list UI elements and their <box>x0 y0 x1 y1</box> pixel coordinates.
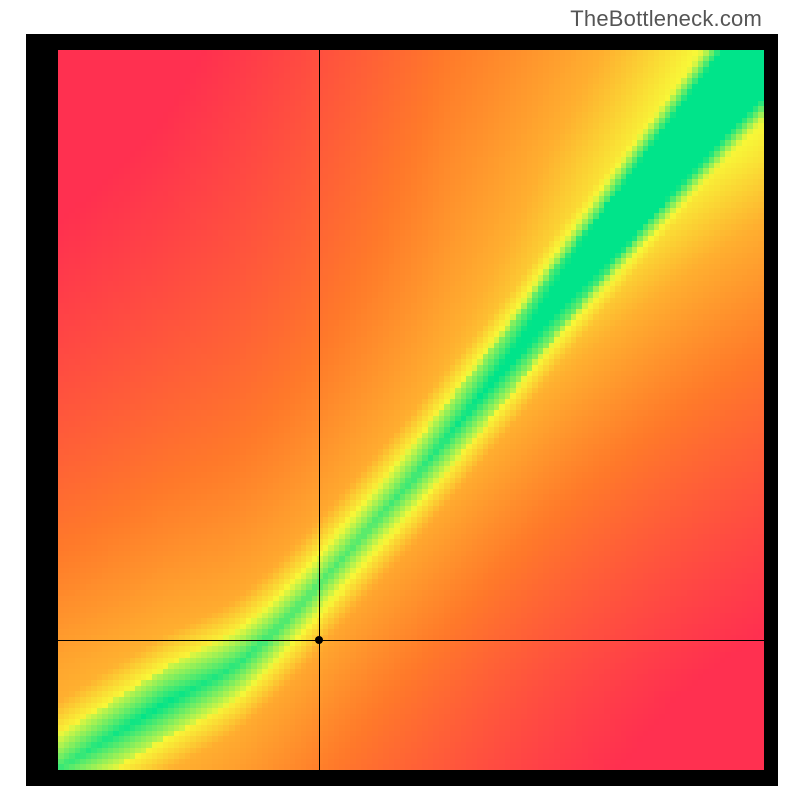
chart-container: { "watermark": { "text": "TheBottleneck.… <box>0 0 800 800</box>
crosshair-vertical <box>319 50 320 770</box>
watermark-text: TheBottleneck.com <box>570 6 762 32</box>
crosshair-dot <box>313 634 325 646</box>
crosshair-horizontal <box>58 640 764 641</box>
heatmap-canvas <box>58 50 764 770</box>
